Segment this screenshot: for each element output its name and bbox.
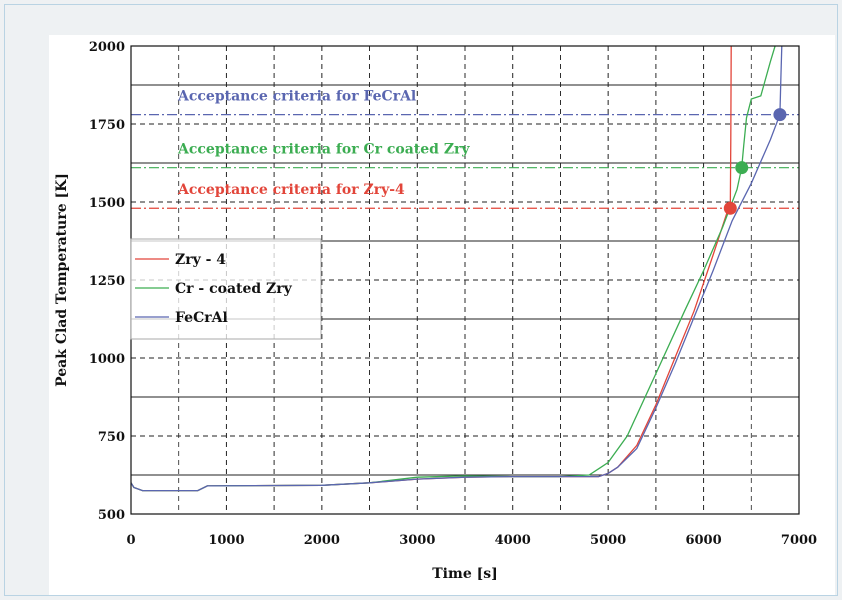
x-tick-label: 2000	[304, 533, 340, 548]
legend: Zry - 4 Cr - coated Zry FeCrAl	[130, 238, 322, 340]
tick-labels: 0 1000 2000 3000 4000 5000 6000 7000 500 750 1000 1…	[89, 40, 817, 548]
x-axis-label: Time [s]	[432, 566, 497, 582]
y-tick-label: 750	[98, 430, 125, 445]
end-marker	[723, 201, 737, 215]
y-tick-label: 1500	[89, 196, 125, 211]
y-axis-label: Peak Clad Temperature [K]	[54, 173, 70, 387]
criteria-label: Acceptance criteria for FeCrAl	[177, 89, 416, 105]
y-tick-label: 2000	[89, 40, 125, 55]
criteria-label: Acceptance criteria for Cr coated Zry	[177, 142, 470, 158]
end-markers	[723, 108, 787, 215]
x-tick-label: 6000	[685, 533, 721, 548]
x-tick-label: 4000	[495, 533, 531, 548]
legend-entry: Cr - coated Zry	[175, 281, 293, 297]
x-tick-label: 5000	[590, 533, 626, 548]
acceptance-criteria: Acceptance criteria for FeCrAl Acceptance…	[131, 89, 799, 209]
y-tick-label: 1000	[89, 352, 125, 367]
legend-entry: FeCrAl	[175, 310, 228, 326]
x-tick-label: 3000	[399, 533, 435, 548]
criteria-label: Acceptance criteria for Zry-4	[177, 182, 405, 198]
y-tick-label: 500	[98, 508, 125, 523]
y-tick-label: 1250	[89, 274, 125, 289]
end-marker	[735, 161, 749, 175]
x-tick-label: 7000	[781, 533, 817, 548]
series-lines	[130, 45, 783, 492]
x-tick-label: 1000	[208, 533, 244, 548]
legend-box	[130, 238, 322, 340]
series-line	[130, 45, 783, 492]
x-tick-label: 0	[126, 533, 135, 548]
end-marker	[773, 108, 787, 122]
legend-entry: Zry - 4	[175, 252, 226, 268]
y-tick-label: 1750	[89, 118, 125, 133]
